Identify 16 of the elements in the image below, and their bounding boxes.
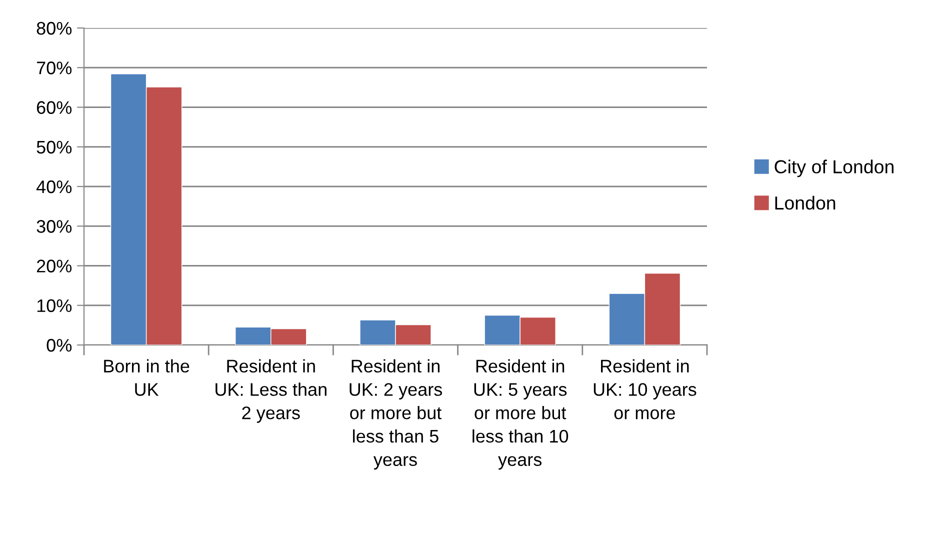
y-tick-label: 0% — [46, 338, 72, 352]
x-tick-label: Born in the UK — [104, 359, 190, 396]
y-tick-label: 40% — [36, 180, 72, 194]
y-tick-label: 70% — [36, 62, 72, 74]
x-tick-label: Resident in UK: 5 years or more but less than 10 years — [472, 359, 568, 470]
legend-label: City of London — [774, 160, 894, 178]
y-tick-label: 60% — [36, 101, 72, 114]
y-tick-label: 50% — [36, 140, 72, 154]
y-tick-label: 20% — [36, 260, 72, 272]
x-tick-label: Resident in UK: Less than 2 years — [216, 359, 326, 423]
y-tick-label: 10% — [37, 299, 72, 312]
legend-label: London — [775, 196, 836, 210]
y-tick-label: 80% — [36, 22, 72, 35]
x-tick-label: Resident in UK: 2 years or more but less than 5 years — [350, 359, 442, 470]
y-tick-label: 30% — [36, 220, 72, 233]
x-tick-label: Resident in UK: 10 years or more — [594, 359, 696, 420]
